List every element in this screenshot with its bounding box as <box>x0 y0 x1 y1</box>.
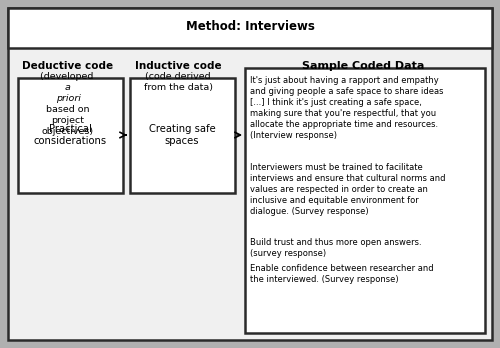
Text: objectives): objectives) <box>42 127 94 136</box>
Text: Inductive code: Inductive code <box>134 61 222 71</box>
Text: based on: based on <box>46 105 90 114</box>
Bar <box>8 8 492 48</box>
Text: Enable confidence between researcher and
the interviewed. (Survey response): Enable confidence between researcher and… <box>250 264 434 284</box>
Text: priori: priori <box>56 94 80 103</box>
Text: Deductive code: Deductive code <box>22 61 114 71</box>
Text: It's just about having a rapport and empathy
and giving people a safe space to s: It's just about having a rapport and emp… <box>250 76 444 141</box>
Text: Method: Interviews: Method: Interviews <box>186 21 314 33</box>
Text: Interviewers must be trained to facilitate
interviews and ensure that cultural n: Interviewers must be trained to facilita… <box>250 163 446 216</box>
Text: Sample Coded Data: Sample Coded Data <box>302 61 424 71</box>
Bar <box>18 78 123 193</box>
Text: from the data): from the data) <box>144 83 212 92</box>
Text: Build trust and thus more open answers.
(survey response): Build trust and thus more open answers. … <box>250 238 422 258</box>
Bar <box>130 78 235 193</box>
Text: project: project <box>52 116 84 125</box>
Bar <box>245 68 485 333</box>
Text: a: a <box>65 83 71 92</box>
Text: Creating safe
spaces: Creating safe spaces <box>148 124 216 146</box>
Text: (code derived: (code derived <box>145 72 211 81</box>
Text: (developed: (developed <box>40 72 96 81</box>
Text: Practical
considerations: Practical considerations <box>34 124 106 146</box>
